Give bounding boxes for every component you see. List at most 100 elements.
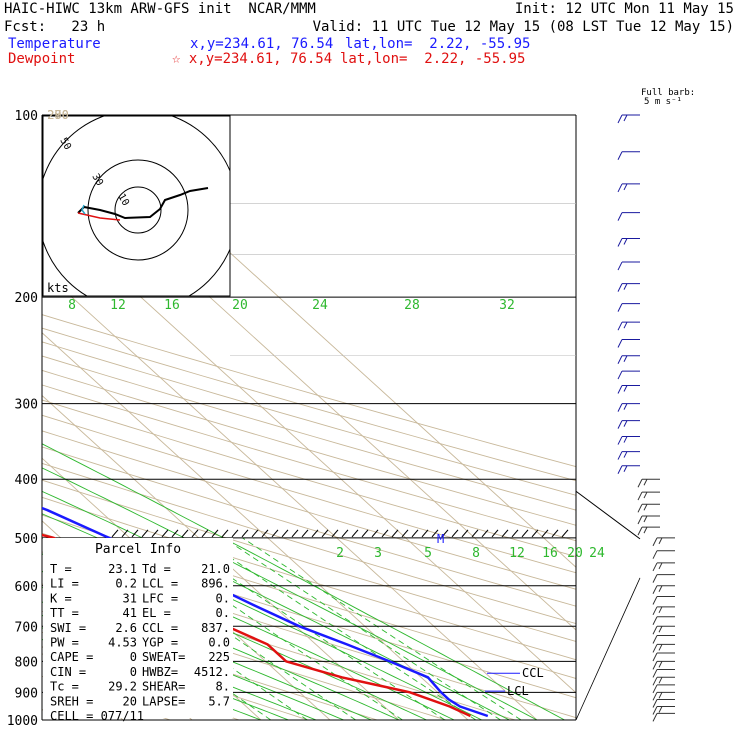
hatch-mark xyxy=(121,529,129,538)
parcel-param-name: LAPSE= xyxy=(142,694,185,708)
parcel-param-value: 0 xyxy=(130,650,137,664)
parcel-param-value: 31 xyxy=(123,591,137,605)
parcel-param-value: 5.7 xyxy=(208,694,230,708)
parcel-param-name: CIN = xyxy=(50,665,86,679)
forecast-hour: Fcst: 23 h xyxy=(4,19,106,35)
pressure-label: 700 xyxy=(15,620,38,635)
hatch-mark xyxy=(241,529,249,538)
hatch-mark xyxy=(471,529,479,538)
parcel-param-value: 8. xyxy=(216,680,230,694)
wind-barb-flag xyxy=(623,403,628,410)
wind-barb-flag xyxy=(652,644,658,653)
wind-barb-flag xyxy=(617,403,623,412)
parcel-info-bg xyxy=(43,538,233,718)
wind-barb-flag xyxy=(658,537,663,545)
wind-barb-flag xyxy=(652,692,658,701)
wind-barb-flag xyxy=(652,596,658,605)
parcel-param-name: SWI = xyxy=(50,621,86,635)
dry-adiabat xyxy=(42,570,516,720)
isotherm-line xyxy=(42,332,469,720)
wind-barb-flag xyxy=(652,677,658,686)
wind-barb-flag xyxy=(652,550,658,559)
hodograph-ring xyxy=(114,186,162,234)
wind-barb-flag xyxy=(652,562,658,572)
hodograph-trace xyxy=(77,187,209,220)
parcel-param-value: 20 xyxy=(123,694,137,708)
dry-adiabat xyxy=(42,430,576,590)
hodograph-unit: kts xyxy=(47,281,69,295)
mixing-ratio-label: 12 xyxy=(110,298,126,313)
parcel-param-value: 21.0 xyxy=(201,562,230,576)
dewpoint-legend: Dewpoint xyxy=(8,51,76,67)
hatch-mark xyxy=(231,529,239,538)
hatch-mark xyxy=(341,529,349,538)
hatch-mark xyxy=(411,529,419,538)
pressure-label: 800 xyxy=(15,655,38,670)
wind-barb-flag xyxy=(617,321,623,331)
pressure-label: 1000 xyxy=(7,714,38,729)
parcel-cell: CELL = 077/11 xyxy=(50,709,144,723)
parcel-param-value: 0.2 xyxy=(115,577,137,591)
wind-barb-flag xyxy=(658,626,663,633)
wind-barb-flag xyxy=(617,238,623,247)
hatch-mark xyxy=(361,529,369,538)
hatch-mark xyxy=(271,529,279,538)
pressure-label: 200 xyxy=(15,291,38,306)
wind-barb-flag xyxy=(652,652,658,662)
hodograph-ring-label: 50 xyxy=(57,136,73,152)
wind-barb-flag xyxy=(617,355,623,364)
wind-barb-flag xyxy=(617,114,623,124)
hatch-mark xyxy=(191,529,199,538)
barb-legend-unit: 5 m s⁻¹ xyxy=(644,97,682,107)
mixing-ratio-label: 24 xyxy=(312,298,328,313)
mixing-ratio-label: 28 xyxy=(404,298,420,313)
frame-diagonal xyxy=(575,490,641,540)
wind-barb-flag xyxy=(643,479,648,486)
mixing-ratio-label: 16 xyxy=(542,546,558,561)
hatch-mark xyxy=(311,529,319,538)
wind-barb-flag xyxy=(652,606,658,616)
wind-barb-flag xyxy=(617,183,623,193)
mixing-ratio-label: 8 xyxy=(68,298,76,313)
pressure-label: 500 xyxy=(15,532,38,547)
valid-time: Valid: 11 UTC Tue 12 May 15 (08 LST Tue … xyxy=(312,19,734,35)
parcel-param-value: 896. xyxy=(201,577,230,591)
wind-barb-flag xyxy=(643,504,648,511)
hodograph-trace-low xyxy=(77,212,121,221)
hatch-mark xyxy=(451,529,459,538)
wind-barb-flag xyxy=(643,491,648,499)
wind-barb-flag xyxy=(652,706,658,715)
dry-adiabat xyxy=(42,610,378,720)
parcel-param-value: 4.53 xyxy=(108,636,137,650)
mixing-ratio-line xyxy=(200,537,477,720)
moist-adiabat xyxy=(42,601,344,720)
wind-barb-flag xyxy=(623,321,628,329)
mixing-ratio-label: 12 xyxy=(509,546,525,561)
wind-barb-flag xyxy=(617,451,623,460)
parcel-param-name: CAPE = xyxy=(50,650,93,664)
hatch-mark xyxy=(321,529,329,538)
mixing-ratio-line xyxy=(223,537,501,720)
dry-adiabat xyxy=(42,496,576,661)
wind-barb-flag xyxy=(652,537,658,547)
hatch-mark xyxy=(211,529,219,538)
wind-barb-flag xyxy=(623,385,628,392)
wind-barb-flag xyxy=(617,151,623,160)
parcel-param-value: 0.0 xyxy=(208,636,230,650)
parcel-param-value: 0. xyxy=(216,591,230,605)
wind-barb-flag xyxy=(623,355,628,362)
hatch-mark xyxy=(221,529,229,538)
wind-barb-flag xyxy=(617,420,623,429)
wind-barb-flag xyxy=(617,370,623,380)
wind-barb-flag xyxy=(652,713,658,722)
mixing-ratio-label: 20 xyxy=(567,546,583,561)
parcel-param-name: PW = xyxy=(50,636,79,650)
wind-barb-flag xyxy=(617,465,623,474)
wind-barb-flag xyxy=(652,699,658,708)
theta-label: 290 xyxy=(47,108,69,122)
parcel-param-name: Td = xyxy=(142,562,171,576)
parcel-param-value: 4512. xyxy=(194,665,230,679)
wind-barb-flag xyxy=(652,616,658,625)
dry-adiabat xyxy=(42,341,576,496)
